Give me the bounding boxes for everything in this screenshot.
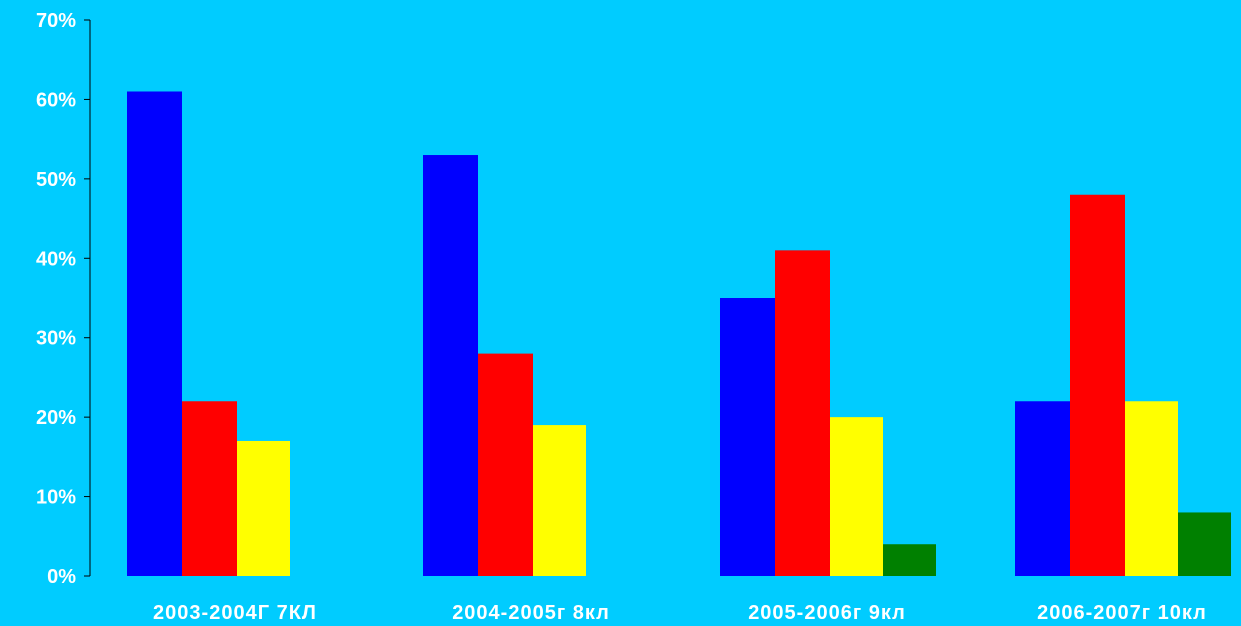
y-tick-label: 50% [36, 169, 76, 191]
x-category-label: 2005-2006г 9кл [748, 602, 906, 624]
bar-series-1-cat-4 [1015, 401, 1070, 576]
bar-series-1-cat-1 [127, 91, 182, 576]
x-category-label: 2003-2004Г 7КЛ [153, 602, 317, 624]
y-tick-label: 20% [36, 407, 76, 429]
bar-series-2-cat-4 [1070, 194, 1125, 576]
y-tick-label: 70% [36, 10, 76, 32]
y-axis-ticks: 0% 10% 20% 30% 40% 50% 60% 70% [36, 10, 90, 588]
bar-series-1-cat-3 [720, 298, 775, 576]
bar-series-2-cat-1 [182, 401, 237, 576]
bar-series-4-cat-4 [1178, 512, 1231, 576]
y-tick-label: 40% [36, 248, 76, 270]
bar-series-3-cat-3 [830, 417, 883, 576]
bars [127, 91, 1231, 577]
bar-series-3-cat-2 [533, 425, 586, 576]
y-tick-label: 30% [36, 328, 76, 350]
bar-series-2-cat-2 [478, 353, 533, 576]
y-tick-label: 60% [36, 89, 76, 111]
bar-series-3-cat-4 [1125, 401, 1178, 576]
bar-series-3-cat-1 [237, 440, 290, 576]
bar-series-4-cat-3 [883, 544, 936, 576]
x-category-label: 2006-2007г 10кл [1037, 602, 1207, 624]
y-tick-label: 0% [47, 566, 76, 588]
x-category-label: 2004-2005г 8кл [452, 602, 610, 624]
x-axis-category-labels: 2003-2004Г 7КЛ 2004-2005г 8кл 2005-2006г 9… [153, 602, 1207, 624]
y-tick-label: 10% [36, 487, 76, 509]
bar-series-1-cat-2 [423, 155, 478, 576]
bar-series-2-cat-3 [775, 250, 830, 577]
